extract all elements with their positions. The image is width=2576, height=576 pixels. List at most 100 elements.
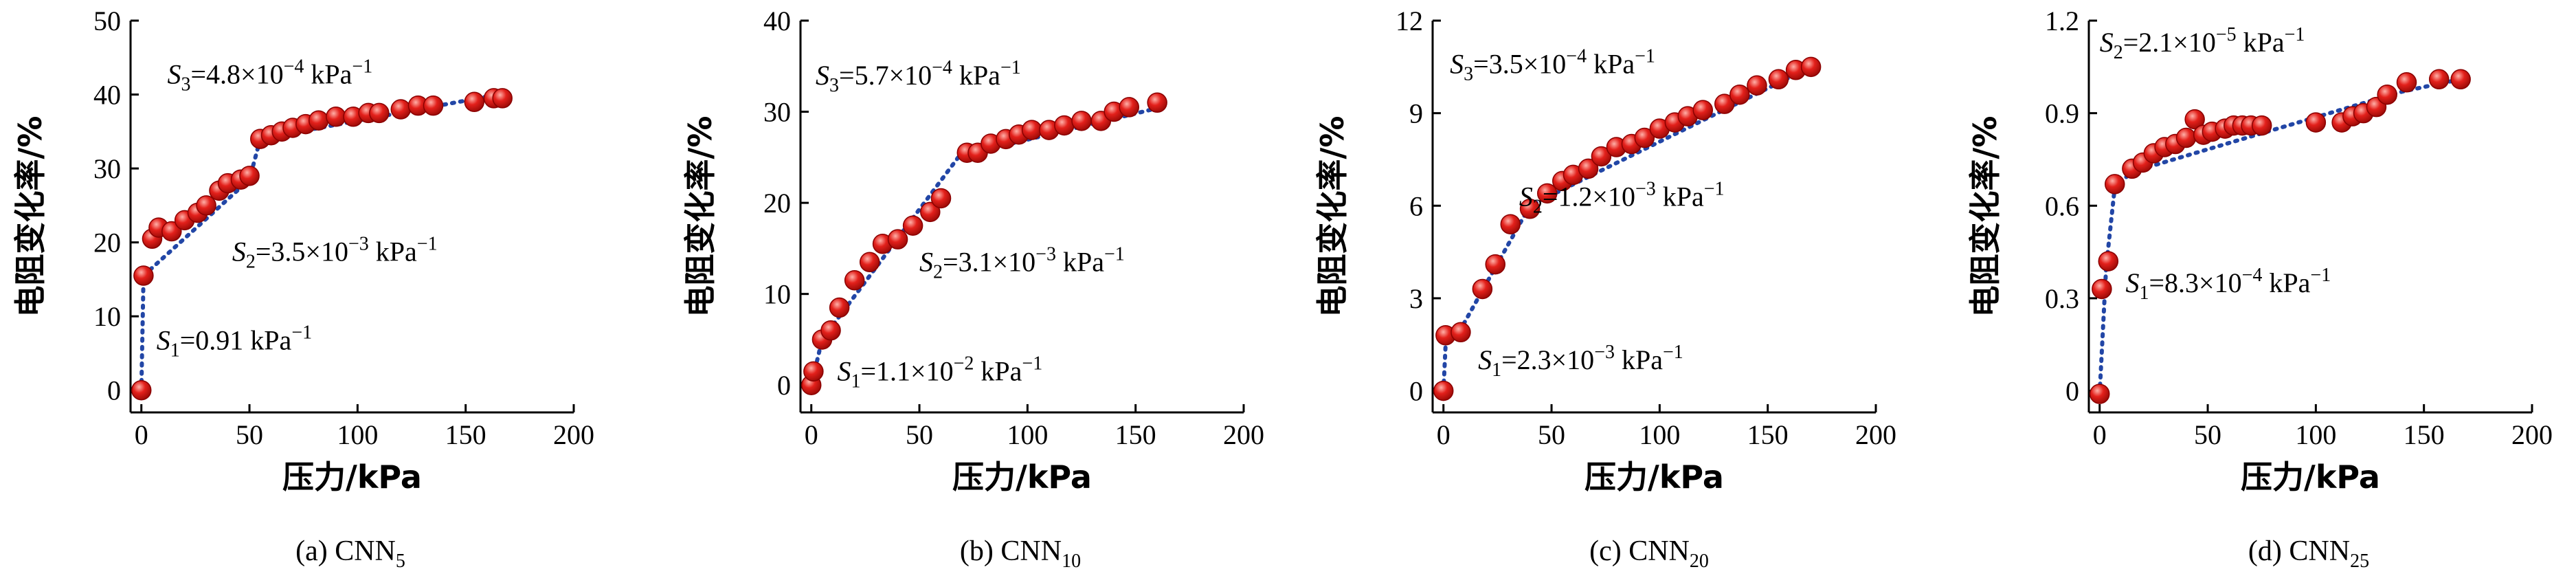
x-tick-label: 200 [553,419,594,450]
y-tick-label: 6 [1409,190,1423,221]
data-point [829,297,850,318]
fit-line [1441,65,1813,393]
data-point [1021,120,1042,140]
fit-line [2097,77,2463,397]
data-point [1500,214,1521,234]
x-tick-label: 0 [135,419,148,450]
data-point [930,188,952,209]
x-tick-label: 0 [805,419,818,450]
y-tick-label: 0.9 [2045,98,2079,129]
data-point [423,95,444,116]
data-point [2450,69,2471,90]
x-tick-label: 200 [1223,419,1264,450]
y-tick-label: 0 [1409,376,1423,407]
data-point [1485,254,1505,275]
x-tick-label: 100 [2295,419,2336,450]
y-tick-label: 1.2 [2045,5,2079,36]
x-tick-label: 0 [2093,419,2107,450]
y-tick-label: 0 [107,375,121,406]
x-tick-label: 50 [2194,419,2221,450]
x-axis-title: 压力/kPa [282,458,422,496]
data-point [1634,127,1655,148]
y-tick-label: 0.3 [2045,283,2079,314]
panel-0: 0 10 20 30 40 50 0 50 100 150 200 压力/kPa 电阻变化率/% (a) … [12,5,594,572]
sensitivity-annotation: S3=5.7×10−4 kPa−1 [816,57,1021,96]
y-tick-label: 10 [93,301,121,332]
y-axis-title: 电阻变化率/% [1967,116,2004,318]
y-tick-label: 30 [93,153,121,184]
data-point [369,102,390,124]
sensitivity-annotation: S2=2.1×10−5 kPa−1 [2100,24,2305,63]
data-point [2251,115,2272,136]
data-point [1768,69,1789,90]
sensitivity-annotation: S2=3.1×10−3 kPa−1 [919,244,1125,283]
panel-3: 0 0.3 0.6 0.9 1.2 0 50 100 150 200 压力/kPa 电阻变化率/% (d… [1967,5,2553,572]
y-tick-label: 20 [93,228,121,258]
data-point [1714,93,1735,114]
y-axis-title: 电阻变化率/% [12,116,49,318]
data-point [1119,97,1139,118]
x-tick-label: 100 [1007,419,1048,450]
x-tick-label: 0 [1437,419,1451,450]
sensitivity-annotation: S2=3.5×10−3 kPa−1 [232,234,438,273]
x-tick-label: 100 [337,419,378,450]
x-tick-label: 150 [1747,419,1789,450]
data-point [844,270,865,291]
data-point [133,265,154,286]
y-tick-label: 9 [1409,98,1423,129]
x-tick-label: 50 [1538,419,1565,450]
x-tick-label: 50 [236,419,263,450]
panel-2: 0 3 6 9 12 0 50 100 150 200 压力/kPa 电阻变化率/% (c) CNN20… [1314,5,1896,572]
data-point [1537,183,1558,204]
x-axis-title: 压力/kPa [952,458,1092,496]
data-point [820,320,841,341]
panel-1: 0 10 20 30 40 0 50 100 150 200 压力/kPa 电阻变化率/% (b) CN… [682,5,1264,572]
data-point [1433,380,1454,401]
x-tick-label: 50 [906,419,933,450]
sensitivity-annotation: S3=4.8×10−4 kPa−1 [167,56,372,95]
y-axis-title: 电阻变化率/% [1314,116,1351,318]
x-tick-label: 150 [2404,419,2445,450]
data-point [492,88,513,109]
data-point [161,221,182,242]
y-tick-label: 50 [93,5,121,36]
x-tick-label: 200 [1855,419,1896,450]
x-tick-label: 100 [1639,419,1680,450]
data-point [1692,100,1714,120]
data-point [2305,112,2327,133]
x-axis-title: 压力/kPa [1584,458,1724,496]
data-point [1800,56,1822,78]
sensitivity-annotation: S1=1.1×10−2 kPa−1 [837,353,1042,392]
data-point [2089,384,2110,404]
y-tick-label: 20 [763,188,791,219]
sensitivity-annotation: S1=0.91 kPa−1 [157,322,312,362]
y-tick-label: 40 [93,80,121,111]
panel-caption: (a) CNN5 [295,535,405,572]
data-point [2175,127,2197,148]
panel-caption: (c) CNN20 [1589,535,1709,572]
data-point [803,361,824,382]
data-point [1071,111,1092,131]
data-point [2098,251,2119,272]
data-point [1519,199,1541,219]
sensitivity-annotation: S1=2.3×10−3 kPa−1 [1478,342,1683,381]
panel-caption: (b) CNN10 [960,535,1081,572]
x-tick-label: 150 [445,419,486,450]
data-point [2184,109,2205,130]
y-tick-label: 30 [763,97,791,128]
y-tick-label: 40 [763,5,791,36]
data-point [464,91,485,113]
y-tick-label: 0 [777,370,791,401]
data-point [920,201,941,223]
data-point [239,166,260,186]
sensitivity-annotation: S1=8.3×10−4 kPa−1 [2125,265,2331,304]
data-point [1578,158,1599,179]
data-point [1729,84,1750,105]
data-point [1451,322,1471,343]
sensitivity-annotation: S3=3.5×10−4 kPa−1 [1450,45,1655,85]
data-point [131,379,152,401]
data-point [902,215,923,236]
data-point [1472,278,1493,300]
x-axis-title: 压力/kPa [2241,458,2380,496]
